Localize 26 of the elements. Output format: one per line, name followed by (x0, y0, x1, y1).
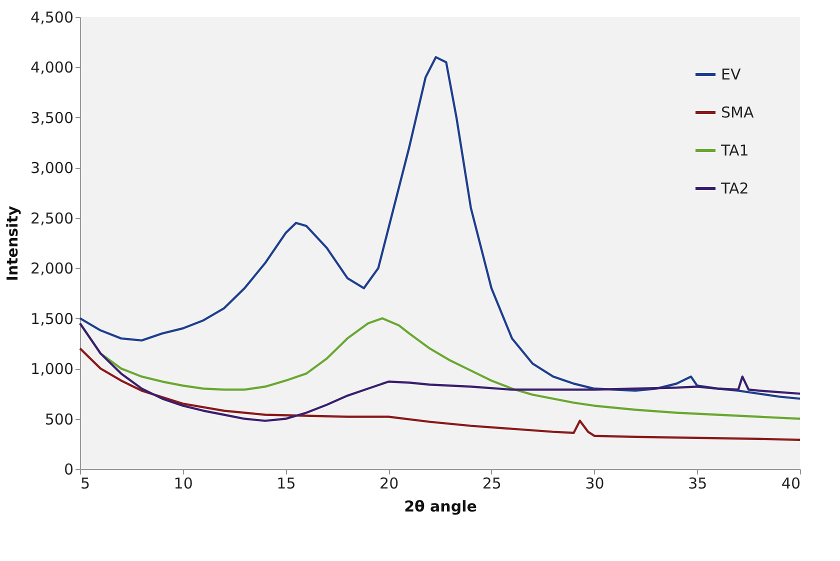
y-tick-label: 3,500 (30, 108, 74, 127)
y-tick-label: 0 (64, 460, 74, 478)
line-series (78, 347, 802, 441)
y-tick-label: 3,000 (30, 159, 74, 178)
legend-label: TA2 (720, 180, 749, 198)
legend-label: TA1 (720, 142, 749, 160)
y-tick-label: 2,000 (30, 260, 74, 278)
line-series (78, 56, 802, 400)
x-tick-label: 40 (781, 474, 800, 492)
x-tick-label: 5 (80, 474, 90, 492)
x-axis-title: 2θ angle (404, 498, 477, 516)
y-tick-label: 4,000 (30, 58, 74, 77)
legend-label: SMA (721, 104, 754, 122)
y-axis-title: Intensity (4, 206, 22, 282)
x-tick-label: 35 (688, 474, 708, 492)
x-tick-label: 10 (174, 474, 193, 492)
x-tick-label: 25 (482, 474, 502, 492)
x-tick-label: 20 (380, 474, 399, 492)
x-tick-label: 15 (276, 474, 296, 492)
y-tick-label: 500 (44, 410, 74, 428)
x-tick-label: 30 (585, 474, 604, 492)
y-tick-label: 1,000 (30, 360, 74, 378)
y-tick-label: 2,500 (30, 209, 74, 228)
y-tick-label: 4,500 (30, 8, 74, 26)
y-tick-label: 1,500 (30, 310, 74, 328)
legend-label: EV (721, 66, 742, 84)
